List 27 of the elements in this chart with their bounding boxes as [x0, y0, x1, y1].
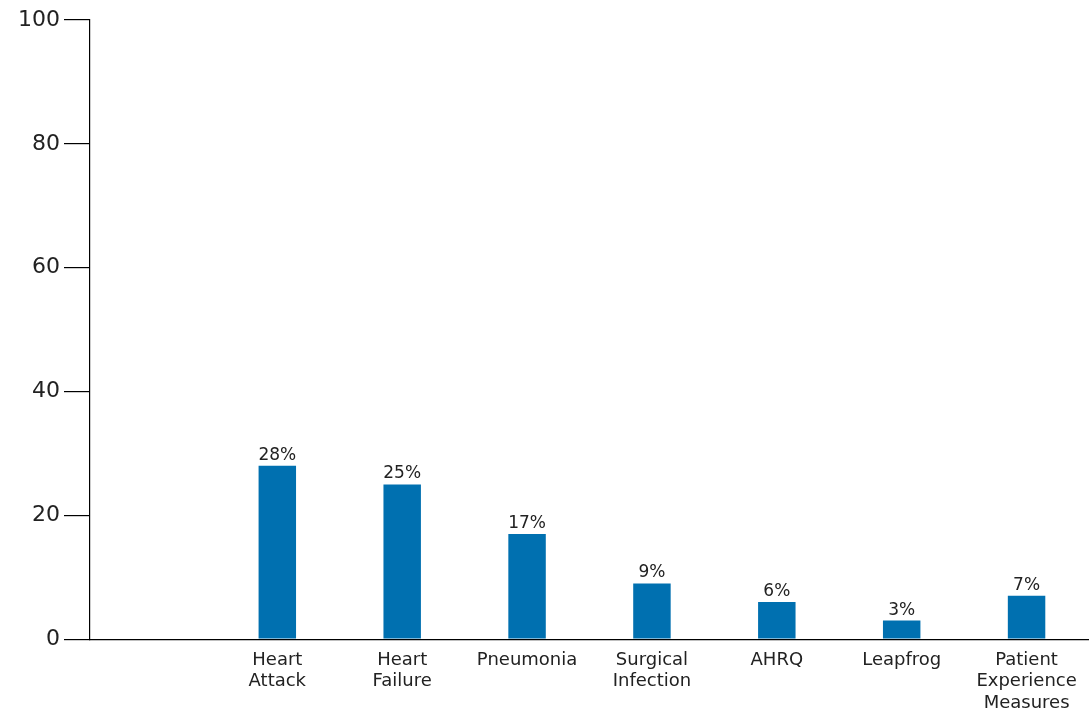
- y-tick-label: 20: [32, 501, 60, 527]
- data-label: 6%: [763, 579, 791, 600]
- bar: [633, 583, 671, 639]
- data-label: 3%: [888, 598, 916, 619]
- bar: [383, 484, 421, 639]
- y-tick-label: 0: [46, 624, 60, 650]
- bar: [758, 602, 796, 639]
- y-tick-label: 100: [18, 5, 60, 31]
- data-label: 7%: [1013, 573, 1041, 594]
- x-tick-label: AHRQ: [750, 647, 804, 669]
- data-label: 25%: [383, 462, 422, 483]
- x-tick-label: Heart Failure: [372, 647, 432, 691]
- data-label: 17%: [508, 511, 546, 532]
- x-tick-label: Surgical Infection: [612, 647, 692, 691]
- data-label: 9%: [638, 561, 666, 582]
- y-tick-label: 40: [32, 377, 60, 403]
- data-label: 28%: [258, 443, 297, 464]
- bar: [258, 465, 297, 639]
- x-tick-label: Pneumonia: [476, 647, 578, 669]
- bar: [1007, 595, 1046, 639]
- x-tick-label: Heart Attack: [248, 647, 307, 691]
- x-tick-label: Leapfrog: [862, 647, 942, 669]
- x-tick-label: Patient Experience Measures: [976, 647, 1077, 712]
- y-tick-label: 60: [32, 253, 60, 279]
- bar: [882, 620, 921, 639]
- y-tick-label: 80: [32, 129, 60, 155]
- bar: [508, 533, 546, 639]
